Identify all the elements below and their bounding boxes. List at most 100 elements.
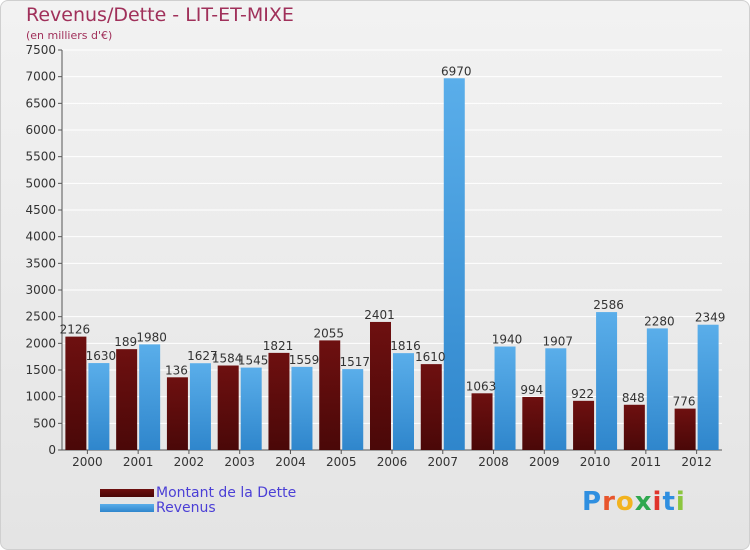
logo-letter: P — [582, 487, 603, 517]
data-label-dette: 1584 — [212, 352, 243, 366]
bar-dette — [217, 365, 239, 450]
axes: 0 500 1000 1500 2000 2500 3000 3500 4000 4500 5000… — [25, 43, 722, 469]
y-tick-label: 1000 — [25, 390, 56, 404]
x-tick-label: 2008 — [478, 455, 509, 469]
y-tick-label: 7500 — [25, 43, 56, 57]
y-tick-label: 1500 — [25, 363, 56, 377]
bar-revenus — [596, 312, 618, 450]
bar-revenus — [342, 369, 364, 450]
y-tick-label: 5000 — [25, 176, 56, 190]
data-label-dette: 2126 — [60, 323, 91, 337]
y-tick-label: 7000 — [25, 70, 56, 84]
y-tick-label: 6500 — [25, 96, 56, 110]
bar-dette — [65, 336, 87, 450]
x-tick-label: 2003 — [224, 455, 255, 469]
y-tick-label: 2500 — [25, 310, 56, 324]
bar-dette — [674, 408, 696, 450]
x-tick-label: 2002 — [174, 455, 205, 469]
y-tick-label: 4000 — [25, 230, 56, 244]
y-tick-label: 3000 — [25, 283, 56, 297]
x-tick-label: 2009 — [529, 455, 560, 469]
bar-dette — [370, 321, 391, 450]
y-tick-label: 2000 — [25, 336, 56, 350]
x-tick-label: 2005 — [326, 455, 357, 469]
data-label-revenus: 1630 — [86, 349, 117, 363]
y-tick-label: 5500 — [25, 150, 56, 164]
data-label-revenus: 1545 — [238, 354, 269, 368]
data-label-revenus: 6970 — [441, 64, 472, 78]
data-label-dette: 922 — [571, 387, 594, 401]
data-label-dette: 776 — [673, 395, 696, 409]
data-label-revenus: 1940 — [492, 333, 523, 347]
data-label-revenus: 1627 — [187, 349, 218, 363]
bar-revenus — [393, 353, 414, 450]
bar-dette — [471, 393, 493, 450]
bars — [65, 78, 719, 451]
logo-letter: i — [675, 487, 686, 517]
logo-letter: r — [602, 487, 616, 517]
data-label-revenus: 1559 — [289, 353, 320, 367]
x-tick-label: 2011 — [631, 455, 662, 469]
bar-dette — [166, 377, 188, 450]
data-label-revenus: 2280 — [644, 314, 675, 328]
chart-subtitle: (en milliers d'€) — [26, 29, 113, 42]
bar-revenus — [494, 346, 516, 450]
logo-letter: o — [615, 487, 635, 517]
data-label-revenus: 2349 — [695, 311, 726, 325]
bar-revenus — [443, 78, 465, 451]
bar-revenus — [697, 324, 719, 450]
data-label-dette: 994 — [520, 383, 543, 397]
bar-revenus — [240, 367, 262, 450]
y-tick-label: 3500 — [25, 256, 56, 270]
y-tick-label: 6000 — [25, 123, 56, 137]
x-tick-label: 2001 — [123, 455, 154, 469]
data-label-dette: 2401 — [364, 308, 395, 322]
bar-dette — [116, 349, 138, 450]
bar-dette — [522, 396, 544, 450]
bar-revenus — [646, 328, 668, 450]
x-tick-label: 2000 — [72, 455, 103, 469]
data-label-dette: 136 — [165, 363, 188, 377]
data-label-revenus: 1517 — [339, 355, 370, 369]
data-label-dette: 1821 — [263, 339, 294, 353]
data-label-dette: 848 — [622, 391, 645, 405]
bar-dette — [268, 352, 290, 450]
chart-title: Revenus/Dette - LIT-ET-MIXE — [26, 4, 294, 26]
x-tick-label: 2004 — [275, 455, 306, 469]
y-tick-label: 0 — [48, 443, 56, 457]
x-tick-label: 2007 — [427, 455, 458, 469]
legend-item-revenus: Revenus — [100, 499, 296, 516]
data-label-dette: 1610 — [415, 350, 446, 364]
x-tick-label: 2010 — [580, 455, 611, 469]
legend-swatch-revenus — [100, 503, 154, 512]
data-label-revenus: 1980 — [136, 330, 167, 344]
bar-revenus — [189, 363, 211, 450]
bar-dette — [420, 364, 442, 450]
bar-dette — [573, 400, 595, 450]
y-tick-label: 500 — [33, 416, 56, 430]
data-label-dette: 2055 — [313, 326, 344, 340]
bar-dette — [623, 404, 645, 450]
logo-letter: i — [652, 487, 663, 517]
data-label-revenus: 1816 — [390, 339, 421, 353]
data-label-revenus: 1907 — [543, 334, 574, 348]
data-label-dette: 1063 — [466, 379, 497, 393]
bar-revenus — [88, 363, 110, 450]
proxiti-logo: Proxiti — [582, 487, 686, 517]
logo-letter: t — [662, 487, 676, 517]
logo-letter: x — [634, 487, 653, 517]
bar-revenus — [291, 366, 313, 450]
x-tick-label: 2006 — [377, 455, 408, 469]
legend: Montant de la Dette Revenus — [100, 484, 297, 516]
x-tick-label: 2012 — [681, 455, 712, 469]
data-label-dette: 189 — [114, 335, 137, 349]
bar-revenus — [139, 344, 161, 450]
legend-label-revenus: Revenus — [156, 499, 216, 516]
legend-item-dette: Montant de la Dette — [100, 484, 297, 501]
bar-dette — [319, 340, 341, 450]
y-tick-label: 4500 — [25, 203, 56, 217]
legend-swatch-dette — [100, 488, 154, 497]
legend-label-dette: Montant de la Dette — [156, 484, 297, 501]
